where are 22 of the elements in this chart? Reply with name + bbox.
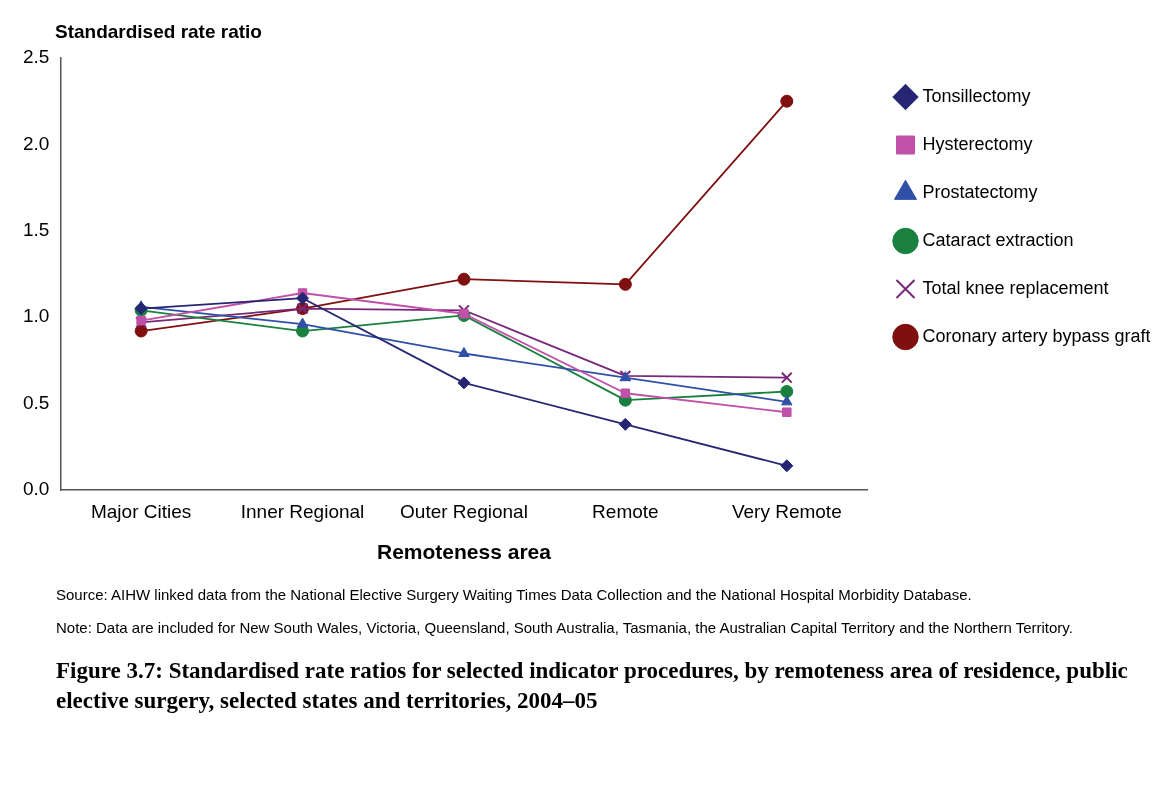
x-axis-title: Remoteness area <box>376 540 552 564</box>
legend-label: Coronary artery bypass graft <box>922 325 1151 346</box>
source-note: Source: AIHW linked data from the National Elective Surgery Waiting Times Data Collection and the National Hospital Morbidity Database. <box>56 585 973 605</box>
y-tick-label: 2.5 <box>22 46 50 68</box>
x-tick-label: Remote <box>592 500 659 522</box>
legend-label: Total knee replacement <box>922 277 1109 298</box>
x-tick-label: Inner Regional <box>240 500 365 522</box>
legend-label: Tonsillectomy <box>922 85 1031 106</box>
legend-label: Cataract extraction <box>922 229 1074 250</box>
y-tick-label: 0.5 <box>22 391 50 413</box>
y-tick-label: 2.0 <box>22 132 50 154</box>
y-tick-label: 1.0 <box>22 305 50 327</box>
y-axis-title: Standardised rate ratio <box>55 21 262 42</box>
x-tick-label: Very Remote <box>731 500 842 522</box>
y-tick-label: 0.0 <box>22 478 50 500</box>
legend-label: Prostatectomy <box>922 181 1038 202</box>
x-tick-label: Outer Regional <box>400 500 528 522</box>
legend-label: Hysterectomy <box>922 133 1033 154</box>
y-tick-label: 1.5 <box>22 219 50 241</box>
text: Figure 3.7: Standardised rate ratios for selected indicator procedures, by remoteness area of residence, public elective surgery, selected states and territories, 2004–05 <box>55 657 1129 715</box>
text: Note: Data are included for New South Wales, Victoria, Queensland, South Australia, Tasmania, the Australian Capital Territory and the Northern Territory. <box>56 618 1074 638</box>
x-tick-label: Major Cities <box>90 500 192 522</box>
